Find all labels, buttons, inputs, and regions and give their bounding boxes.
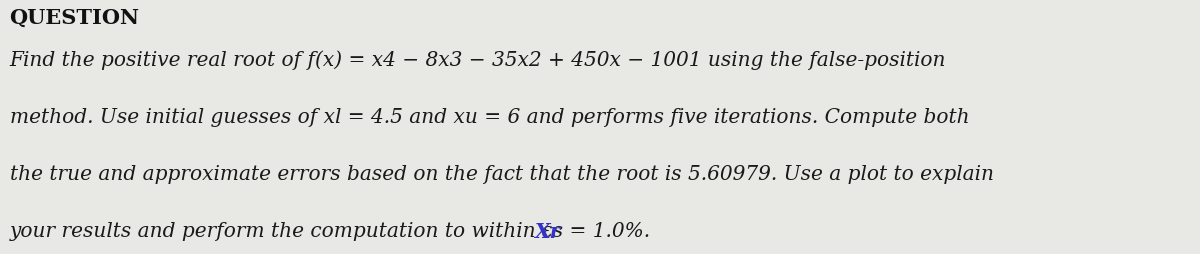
Text: method. Use initial guesses of xl = 4.5 and xu = 6 and performs five iterations.: method. Use initial guesses of xl = 4.5 …: [10, 108, 970, 127]
Text: Xr: Xr: [534, 222, 560, 242]
Text: Find the positive real root of f(x) = x4 − 8x3 − 35x2 + 450x − 1001 using the fa: Find the positive real root of f(x) = x4…: [10, 51, 946, 70]
Text: your results and perform the computation to within εs = 1.0%.: your results and perform the computation…: [10, 222, 664, 241]
Text: the true and approximate errors based on the fact that the root is 5.60979. Use : the true and approximate errors based on…: [10, 165, 994, 184]
Text: QUESTION: QUESTION: [10, 8, 139, 28]
